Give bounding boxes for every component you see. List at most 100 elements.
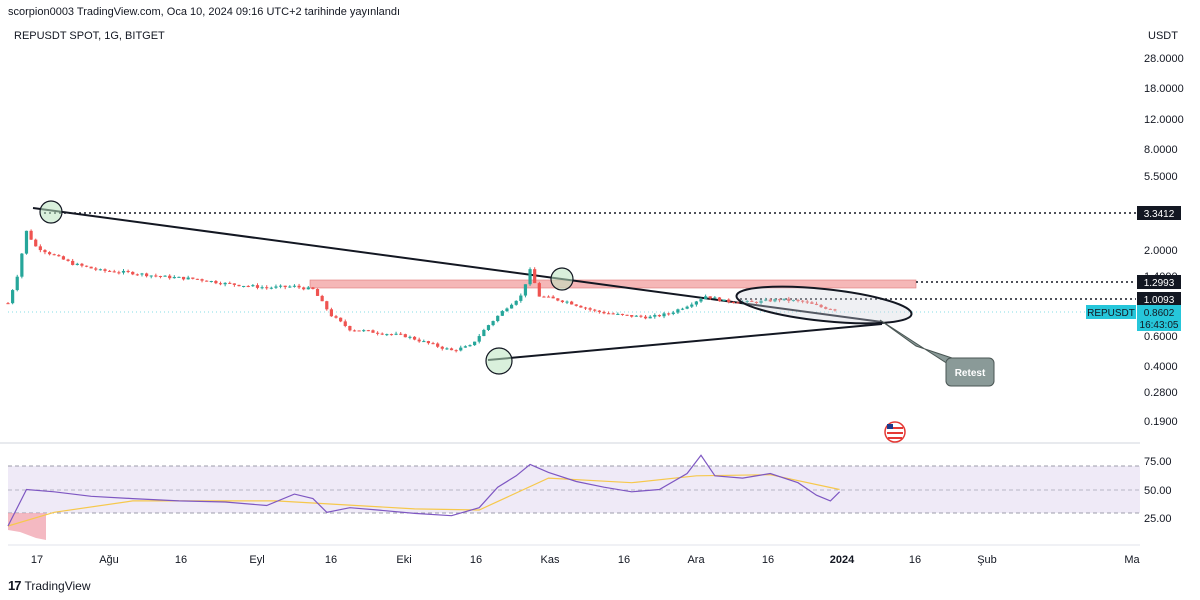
rsi-ma-line: [7, 474, 840, 527]
y-tick: 0.4000: [1144, 361, 1178, 373]
rsi-tick: 25.00: [1144, 513, 1172, 525]
candle-body: [117, 272, 121, 274]
candle-body: [348, 325, 352, 331]
x-tick: Ağu: [99, 554, 119, 566]
candle-body: [399, 333, 403, 335]
x-tick: 16: [470, 554, 482, 566]
candle-body: [311, 287, 315, 290]
candle-body: [477, 336, 481, 342]
candle-body: [482, 329, 486, 337]
candle-body: [232, 283, 236, 285]
y-tick: 18.0000: [1144, 83, 1184, 95]
resistance-zone: [309, 279, 917, 289]
candle-body: [680, 308, 685, 310]
candle-body: [440, 346, 444, 349]
rsi-tick: 75.00: [1144, 456, 1172, 468]
time-axis[interactable]: 17 Ağu 16 Eyl 16 Eki 16 Kas 16 Ara 16 20…: [31, 554, 1141, 566]
candle-body: [283, 285, 287, 288]
candle-body: [560, 300, 564, 303]
candle-body: [796, 300, 800, 302]
level-badge-text: 1.0093: [1144, 295, 1175, 306]
candle-body: [593, 309, 597, 311]
last-price-badge: [1137, 305, 1181, 331]
candle-body: [657, 315, 662, 317]
x-tick: 17: [31, 554, 43, 566]
candle-body: [630, 315, 634, 317]
last-price-text: 0.8602: [1144, 308, 1175, 319]
candle-body: [648, 316, 652, 319]
y-tick: 5.5000: [1144, 171, 1178, 183]
tradingview-brand[interactable]: 17 TradingView: [8, 578, 91, 593]
retest-ellipse: [735, 285, 913, 325]
callout-pointer: [879, 319, 971, 365]
pivot-circle-retest: [550, 267, 574, 291]
ascending-trendline: [487, 323, 883, 361]
candles: [6, 229, 837, 353]
candle-body: [80, 263, 84, 266]
price-axis[interactable]: 28.0000 18.0000 12.0000 8.0000 5.5000 2.…: [1144, 53, 1184, 428]
candle-body: [75, 263, 79, 265]
candle-body: [20, 253, 24, 277]
candle-body: [24, 230, 29, 254]
y-tick: 0.6000: [1144, 331, 1178, 343]
candle-body: [787, 298, 791, 301]
candle-body: [200, 279, 204, 281]
candle-body: [704, 296, 708, 300]
candle-body: [565, 301, 569, 303]
pivot-circle-low: [485, 347, 513, 375]
candle-body: [722, 299, 726, 302]
x-tick: Eyl: [249, 554, 264, 566]
candle-body: [422, 341, 426, 343]
candle-body: [394, 333, 398, 335]
candle-body: [121, 270, 126, 273]
candle-body: [274, 286, 278, 288]
level-badge: [1137, 206, 1181, 220]
candle-body: [810, 302, 814, 304]
candle-body: [523, 284, 528, 296]
level-badge: [1137, 292, 1181, 306]
candle-body: [149, 275, 153, 277]
retest-callout[interactable]: [945, 357, 995, 387]
candle-body: [519, 295, 523, 301]
level-badge-text: 3.3412: [1144, 209, 1175, 220]
candle-body: [449, 348, 454, 351]
candle-body: [292, 285, 297, 287]
candle-body: [505, 308, 509, 312]
y-tick: 0.1900: [1144, 416, 1178, 428]
candle-body: [255, 285, 260, 288]
candle-body: [57, 255, 61, 257]
x-tick: Ma: [1124, 554, 1140, 566]
candle-body: [108, 270, 112, 272]
x-tick: Eki: [396, 554, 411, 566]
candle-body: [223, 282, 227, 285]
candle-body: [209, 281, 213, 283]
candle-body: [570, 301, 574, 305]
candle-body: [84, 265, 89, 267]
candle-body: [708, 296, 712, 299]
candle-body: [533, 269, 537, 284]
candle-body: [824, 307, 828, 309]
candle-body: [431, 343, 435, 345]
rsi-tick: 50.00: [1144, 485, 1172, 497]
candle-body: [491, 321, 495, 326]
candle-body: [94, 268, 98, 270]
candle-body: [260, 287, 264, 289]
candle-body: [579, 305, 583, 308]
candle-body: [380, 333, 384, 335]
candle-body: [412, 336, 417, 340]
candle-body: [61, 256, 66, 260]
descending-trendline: [32, 207, 883, 323]
candle-body: [158, 276, 163, 278]
candle-body: [653, 315, 657, 317]
currency-label: USDT: [1148, 30, 1178, 42]
y-tick: 8.0000: [1144, 144, 1178, 156]
candle-body: [251, 285, 255, 287]
candle-body: [588, 308, 592, 310]
candle-body: [385, 334, 389, 336]
x-tick: 16: [909, 554, 921, 566]
candle-body: [713, 297, 717, 299]
candle-body: [759, 300, 763, 304]
candle-body: [389, 334, 394, 336]
candle-body: [542, 296, 546, 298]
